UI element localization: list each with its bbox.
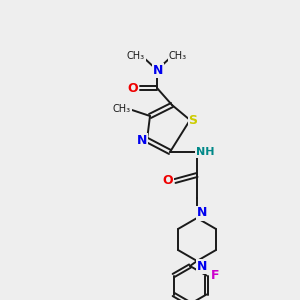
Text: N: N	[197, 260, 207, 272]
Text: CH₃: CH₃	[113, 104, 131, 114]
Text: N: N	[197, 206, 207, 220]
Text: O: O	[163, 175, 173, 188]
Text: N: N	[137, 134, 147, 146]
Text: NH: NH	[196, 147, 214, 157]
Text: CH₃: CH₃	[127, 51, 145, 61]
Text: N: N	[153, 64, 163, 76]
Text: O: O	[128, 82, 138, 94]
Text: S: S	[188, 113, 197, 127]
Text: F: F	[211, 269, 220, 282]
Text: CH₃: CH₃	[169, 51, 187, 61]
